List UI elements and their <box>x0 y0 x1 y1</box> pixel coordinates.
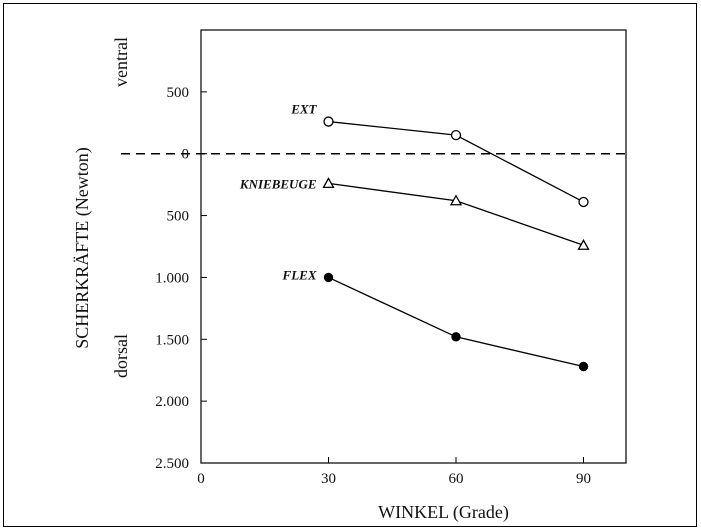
x-tick-label: 60 <box>449 471 464 487</box>
point-kniebeuge <box>449 194 463 206</box>
point-ext <box>578 196 589 208</box>
y-tick-label: 2.000 <box>155 394 189 410</box>
x-tick-label: 30 <box>321 471 336 487</box>
y-direction-label-ventral: ventral <box>111 37 131 87</box>
y-axis-ticks: 500 0 500 1.000 1.500 2.000 2.500 <box>155 85 207 472</box>
x-axis-ticks: 0 30 60 90 <box>197 457 591 487</box>
y-tick-label: 500 <box>167 209 190 225</box>
y-tick-label: 1.000 <box>155 270 189 286</box>
point-kniebeuge <box>322 177 335 189</box>
point-ext <box>450 130 462 141</box>
plot-area <box>200 29 627 464</box>
y-tick-label: 1.500 <box>155 332 189 348</box>
series-label-kniebeuge: KNIEBEUGE <box>239 176 317 191</box>
series-label-flex: FLEX <box>282 267 317 282</box>
x-tick-label: 0 <box>197 471 205 487</box>
series-line-flex <box>328 276 584 368</box>
y-direction-label-dorsal: dorsal <box>111 334 131 378</box>
y-tick-label: 2.500 <box>155 456 189 472</box>
point-flex <box>578 361 589 372</box>
x-axis-label: WINKEL (Grade) <box>378 502 509 523</box>
x-tick-label: 90 <box>576 471 591 487</box>
point-ext <box>323 116 334 127</box>
y-axis-label: SCHERKRÄFTE (Newton) <box>72 147 93 349</box>
series-lines: EXT KNIEBEUGE FLEX <box>239 102 590 372</box>
series-label-ext: EXT <box>290 102 317 117</box>
y-tick-label: 500 <box>167 85 190 101</box>
series-line-kniebeuge <box>328 182 584 246</box>
point-kniebeuge <box>577 238 590 250</box>
figure-frame <box>3 3 697 527</box>
point-flex <box>451 332 461 342</box>
point-flex <box>323 272 334 283</box>
y-tick-label: 0 <box>182 147 190 163</box>
